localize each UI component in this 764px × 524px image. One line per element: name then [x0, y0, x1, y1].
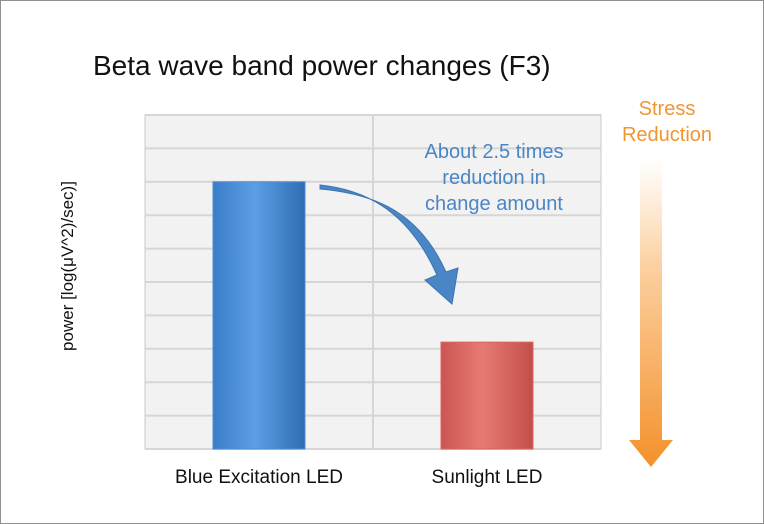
down-arrow-icon — [629, 158, 673, 467]
x-tick-label: Blue Excitation LED — [175, 467, 343, 488]
bars — [212, 181, 534, 450]
reduction-annotation: About 2.5 times reduction in change amou… — [425, 139, 564, 217]
annotation-line: change amount — [425, 193, 563, 215]
curved-down-arrow-icon — [319, 184, 459, 305]
annotation-line: About 2.5 times — [424, 141, 564, 163]
stress-line: Reduction — [621, 124, 713, 146]
chart-title: Beta wave band power changes (F3) — [93, 50, 551, 81]
annotation-line: reduction in — [442, 167, 546, 189]
stress-reduction-label: Stress Reduction — [622, 96, 712, 148]
stress-line: Stress — [638, 98, 696, 120]
bar-sunlight-led — [440, 341, 534, 450]
bar-blue-excitation-led — [212, 181, 306, 450]
x-tick-label: Sunlight LED — [431, 467, 543, 488]
